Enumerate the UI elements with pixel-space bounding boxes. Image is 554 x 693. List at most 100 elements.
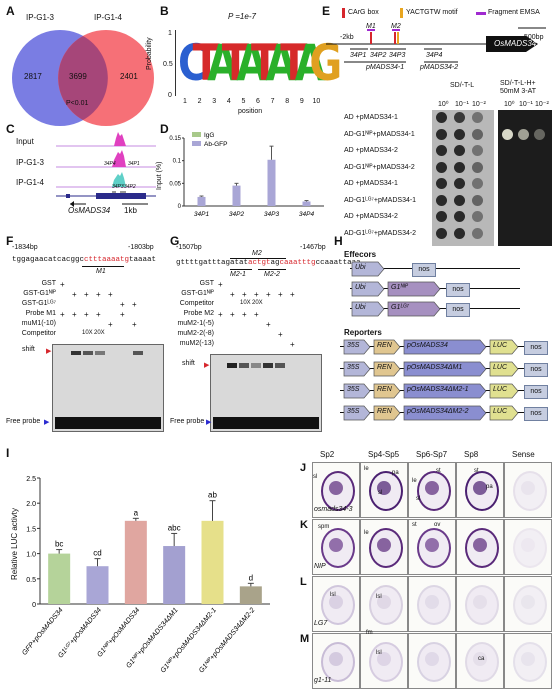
ish-image [312,519,360,575]
ish-row-label: g1-11 [314,677,332,684]
g-shift-arrow: ▶ [204,362,210,369]
bar-i [124,520,147,604]
ish-image [504,519,552,575]
yeast-spot-growth [502,128,513,140]
promoter-gene: OsMADS34 [494,39,537,48]
motif-xtick: 8 [285,98,290,105]
ren-gene [373,339,401,355]
yeast-spot [436,128,447,140]
effector-gene [387,281,441,297]
g-fragment: M2 [252,250,262,257]
tissue-label: spm [318,524,330,530]
legend-swatch [192,141,201,146]
reporter-promoter-label: pOsMADS34ΔM1 [407,364,463,371]
emsa-g-sign: + [218,310,223,319]
promoter-start: -2kb [340,34,354,41]
tissue-stain [329,595,343,609]
tissue-stain [521,595,535,609]
emsa-g-row-label: muM2-2(-8) [177,330,214,337]
yeast-spot [472,112,483,123]
xtick-label: G1ᴸᴳ⁷+pOsMADS34 [57,607,103,660]
ytick-label: 0.5 [26,577,36,584]
xtick-label: 34P4 [299,211,315,218]
ish-column-header: Sp8 [464,450,479,459]
emsa-g-sign: + [242,290,247,299]
tissue-stain [473,538,487,552]
dilution-5: 10⁻² [535,101,549,108]
y2h-row-label: AD +pMADS34-1 [344,180,398,187]
dilution-3: 10⁰ [504,101,515,108]
ren-gene [373,383,401,399]
peak-34p3: 34P3 [112,184,124,190]
reporter-promoter [403,383,487,399]
tissue-stain [521,538,535,552]
panel-f-letter: F [6,234,14,248]
y2h-row-label: AD-G1ᴺᴵᴾ+pMADS34-2 [344,163,415,171]
ish-image [504,462,552,518]
g-band-6 [275,363,285,368]
tissue-stain [329,538,343,552]
probe-34p3: 34P3 [389,52,406,59]
chip-qpcr-chart: 0 0.05 0.1 0.15 34P1 34P2 34P3 34P4 IgG Ab-GFP [169,132,324,218]
ytick-label: 0.1 [173,159,182,165]
ish-image [408,462,456,518]
motif-letter: C [178,34,208,93]
ren-gene-label: REN [377,364,392,371]
motif-ytick-0: 0 [168,92,172,99]
tissue-stain [329,481,343,495]
dilution-0: 10⁰ [438,101,449,108]
emsa-f-row-label: GST-G1ᴺᴵᴾ [23,290,56,297]
emsa-g-sign: + [230,290,235,299]
luc-gene [489,383,519,399]
yeast-spot [454,112,465,123]
ish-row-label: LG7 [314,620,328,627]
emsa-g-sign: + [290,340,295,349]
ish-column-header: Sense [512,450,535,459]
bar-d [197,196,206,206]
yeast-spot [472,211,483,222]
emsa-g-row-label: GST [199,280,214,287]
emsa-g-row-label: Competitor [179,300,214,307]
ubi-promoter-label: Ubi [355,304,366,311]
motif-letter: A [294,34,326,93]
legend-carg: CArG box [348,9,379,16]
g-motif-2: caaatttg [279,259,316,267]
motif-xtick: 10 [312,98,321,105]
yeast-spot [436,145,447,156]
g-start: -1507bp [176,244,202,251]
legend-label: IgG [204,132,214,139]
ytick-label: 2.0 [26,501,36,508]
tissue-label: le [412,478,417,484]
emsa-f-row-label: Competitor [21,330,56,337]
emsa-f-sign: + [60,310,65,319]
g-sub2-line [258,269,286,270]
emsa-f-gel [52,344,164,432]
f-fragment: M1 [96,268,106,275]
y2h-row-label: AD +pMADS34-2 [344,213,398,220]
motif-letter: A [207,34,239,93]
tissue-label: sl [378,490,383,496]
g-sequence: gttttgatttagatatactgtagcaaatttgccaaattaa… [176,259,361,267]
tissue-label: st [436,468,441,474]
tissue-stain [473,652,487,666]
tissue-section [513,528,547,568]
f-band-4 [95,351,105,355]
emsa-f-sign: + [108,320,113,329]
yeast-spot [454,227,465,239]
ish-image [456,576,504,632]
scale-label: 1kb [124,206,137,215]
ish-image [312,576,360,632]
emsa-g-sign: + [230,310,235,319]
luc-chart: 0 0.5 1.0 1.5 2.0 2.5 bc GFP+pOsMADS34 cd G1ᴸᴳ⁷+p… [21,476,270,674]
emsa-f-row-label: GST [41,280,56,287]
motif-pvalue: P =1e-7 [228,12,256,21]
reporter-promoter [403,339,487,355]
g-sub1: M2-1 [230,271,246,278]
ubi-promoter-label: Ubi [355,284,366,291]
ish-column-header: Sp4-Sp5 [368,450,400,459]
g-free-probe [213,417,319,429]
g-free-arrow: ▶ [206,419,212,426]
ish-image [360,633,408,689]
y2h-row-label: AD-G1ᴺᴵᴾ+pMADS34-1 [344,130,415,138]
xtick-label: GFP+pOsMADS34 [21,607,65,657]
